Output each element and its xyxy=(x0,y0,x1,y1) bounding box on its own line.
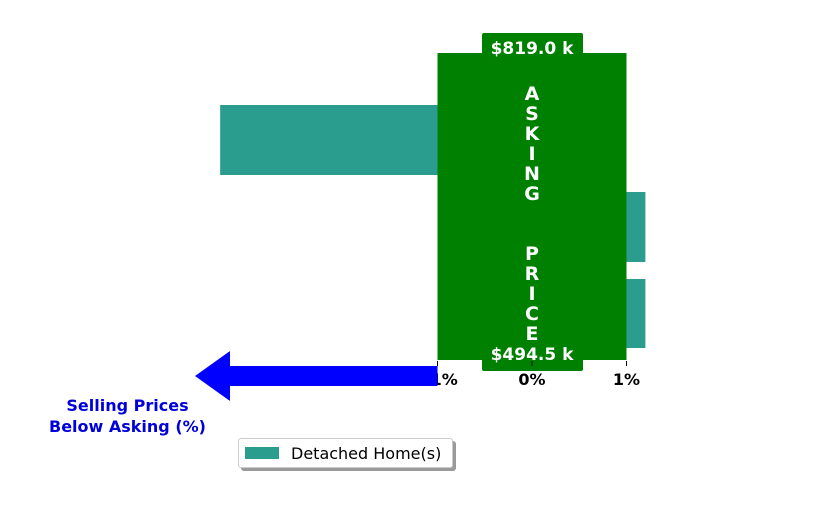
bottom-price-label: $494.5 k xyxy=(491,345,575,365)
asking-price-letter-8: P xyxy=(525,243,539,265)
asking-price-band xyxy=(437,53,627,360)
legend-swatch xyxy=(245,447,279,459)
asking-price-letter-12: E xyxy=(526,323,539,345)
asking-price-letter-1: A xyxy=(525,83,540,105)
x-axis-caption-line-2: Below Asking (%) xyxy=(49,417,206,436)
top-price-label: $819.0 k xyxy=(491,39,575,59)
x-axis-caption-line-1: Selling Prices xyxy=(66,396,189,415)
below-asking-arrow xyxy=(195,351,438,401)
bottom-price-box xyxy=(482,342,583,371)
below-asking-arrow-layer xyxy=(195,351,438,401)
x-tick-label-5: 1% xyxy=(613,370,640,389)
asking-price-letter-4: I xyxy=(528,143,535,165)
x-axis-caption: Selling Prices Below Asking (%) xyxy=(30,395,225,437)
legend: Detached Home(s) xyxy=(238,438,453,468)
asking-price-letter-6: G xyxy=(524,183,540,205)
asking-price-letter-2: S xyxy=(525,103,539,125)
legend-label: Detached Home(s) xyxy=(291,443,442,463)
x-tick-label-4: 0% xyxy=(518,370,545,389)
top-price-box xyxy=(482,33,583,61)
asking-price-letter-5: N xyxy=(524,163,540,185)
asking-price-letter-3: K xyxy=(525,123,541,145)
asking-price-letter-11: C xyxy=(525,303,539,325)
asking-price-letter-9: R xyxy=(525,263,540,285)
asking-price-letter-10: I xyxy=(528,283,535,305)
